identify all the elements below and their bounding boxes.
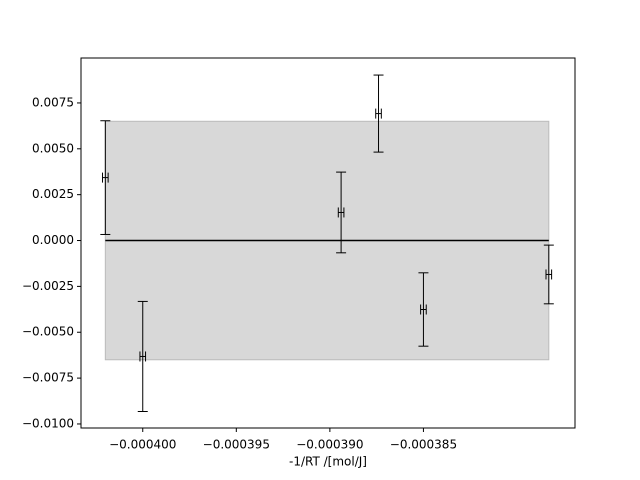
y-tick-label: 0.0025 (32, 187, 74, 201)
x-error-bar (139, 351, 147, 362)
plot-frame (80, 57, 576, 429)
x-error-bar (102, 172, 109, 183)
y-tick-label: 0.0000 (32, 233, 74, 247)
y-tick-label: −0.0075 (22, 371, 74, 385)
y-tick-label: −0.0025 (22, 279, 74, 293)
x-error-bar (337, 207, 345, 218)
x-tick-label: −0.000400 (109, 438, 176, 452)
x-error-bar (545, 269, 553, 280)
y-tick-label: −0.0050 (22, 325, 74, 339)
x-error-bar (420, 304, 427, 315)
x-axis-label: -1/RT /[mol/J] (289, 455, 367, 469)
x-tick-label: −0.000385 (390, 438, 457, 452)
y-tick-label: 0.0075 (32, 95, 74, 109)
x-tick-label: −0.000395 (203, 438, 270, 452)
x-error-bar (375, 108, 382, 119)
y-tick-label: 0.0050 (32, 141, 74, 155)
y-tick-label: −0.0100 (22, 416, 74, 430)
x-tick-label: −0.000390 (296, 438, 363, 452)
